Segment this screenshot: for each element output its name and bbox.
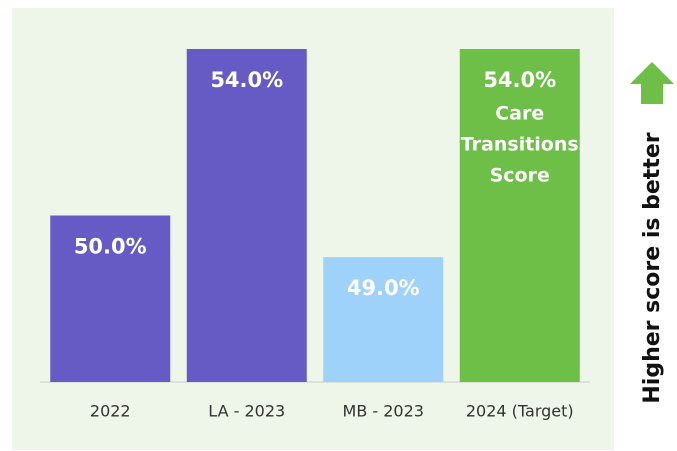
up-arrow — [630, 62, 674, 104]
value-label: 49.0% — [347, 276, 420, 300]
side-label: Higher score is better — [640, 132, 665, 403]
value-label: 54.0% — [483, 68, 556, 92]
x-tick-label: 2024 (Target) — [466, 402, 574, 421]
x-tick-label: 2022 — [90, 402, 131, 421]
x-tick-label: MB - 2023 — [343, 402, 424, 421]
value-label: 50.0% — [74, 235, 147, 259]
bar-annotation: Transitions — [461, 134, 579, 156]
bar-annotation: Care — [495, 103, 544, 125]
bar — [323, 257, 444, 382]
value-label: 54.0% — [210, 68, 283, 92]
bar — [50, 215, 171, 382]
bar-annotation: Score — [490, 165, 550, 187]
bar — [459, 49, 580, 382]
x-tick-label: LA - 2023 — [208, 402, 285, 421]
bar — [186, 49, 307, 382]
